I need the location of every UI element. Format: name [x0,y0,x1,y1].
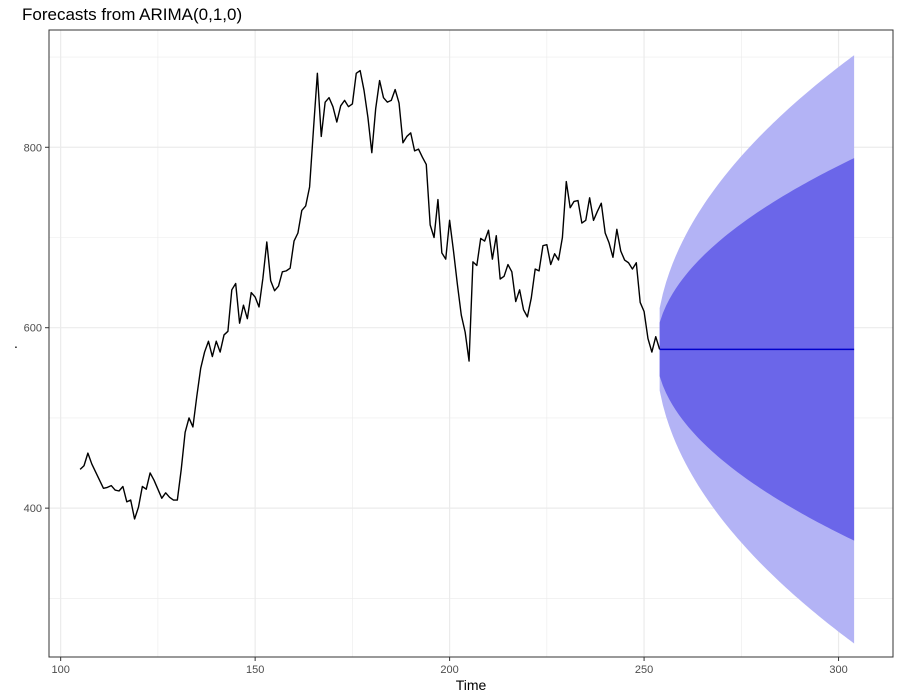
x-tick-label: 100 [51,664,69,676]
x-tick-label: 300 [829,664,847,676]
x-tick-label: 250 [635,664,653,676]
x-tick-label: 200 [440,664,458,676]
panel-border [48,29,894,658]
x-axis-title: Time [456,677,487,693]
y-tick-label: 800 [24,142,42,154]
chart-title: Forecasts from ARIMA(0,1,0) [22,5,242,24]
x-tick-label: 150 [246,664,264,676]
axes: 100 150 200 250 300 400 600 800 [24,142,848,676]
series-line-observed [79,69,661,520]
y-tick-label: 600 [24,323,42,335]
series-group [79,69,855,520]
y-axis-title: . [14,335,18,351]
y-tick-label: 400 [24,503,42,515]
